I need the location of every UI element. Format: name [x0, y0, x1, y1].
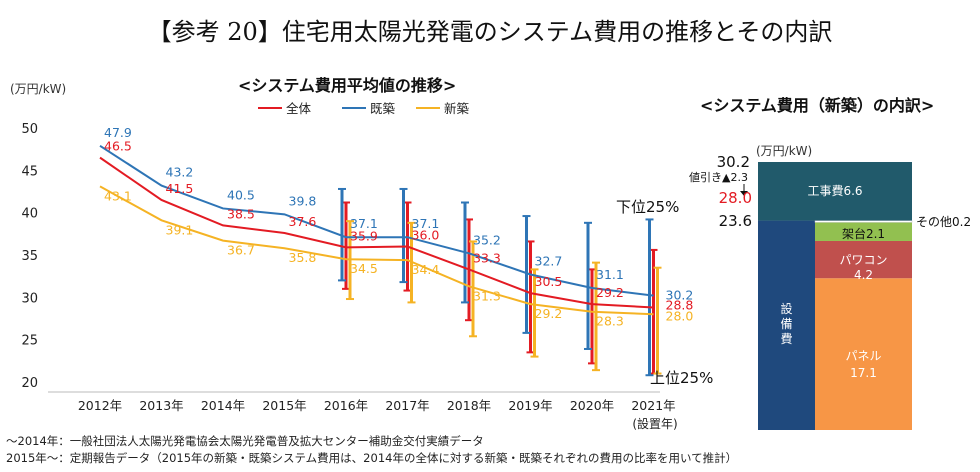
y-tick-label: 30: [21, 291, 38, 306]
series-line: [99, 185, 654, 316]
discount-label: 値引き▲2.3: [689, 170, 748, 184]
y-tick-label: 45: [21, 164, 38, 179]
data-label: 34.4: [412, 262, 440, 277]
x-tick-label: 2021年: [631, 398, 675, 413]
total-value-label: 30.2: [717, 153, 750, 171]
series-line: [99, 156, 654, 309]
data-label: 41.5: [166, 181, 194, 196]
x-tick-label: 2015年: [262, 398, 306, 413]
data-label: 29.2: [596, 285, 624, 300]
data-label: 36.0: [412, 228, 440, 243]
left-chart-title: <システム費用平均値の推移>: [238, 76, 457, 95]
series-line: [99, 144, 654, 297]
data-label: 31.1: [596, 267, 624, 282]
pawakon-segment: [815, 240, 912, 279]
data-label: 34.5: [350, 261, 378, 276]
setsubihi-label: 備: [780, 316, 792, 331]
left-chart-unit: (万円/kW): [10, 82, 67, 96]
data-label: 29.2: [535, 306, 563, 321]
data-label: 39.8: [289, 193, 317, 208]
y-tick-label: 25: [21, 334, 38, 349]
y-tick-label: 35: [21, 249, 38, 264]
net-total-label: 28.0: [719, 189, 752, 207]
panel-value: 17.1: [850, 366, 877, 380]
legend-label: 新築: [444, 101, 470, 116]
upper-quartile-label: 上位25%: [650, 369, 713, 387]
y-tick-label: 40: [21, 207, 38, 222]
setsubihi-segment: [758, 220, 815, 430]
kadai-segment: [815, 222, 912, 241]
x-axis-label: (設置年): [632, 416, 677, 431]
data-label: 47.9: [104, 125, 132, 140]
right-chart-unit: (万円/kW): [756, 144, 813, 158]
x-tick-label: 2012年: [78, 398, 122, 413]
data-label: 43.1: [104, 188, 132, 203]
data-label: 28.8: [666, 297, 694, 312]
data-label: 28.0: [666, 308, 694, 323]
y-tick-label: 20: [21, 376, 38, 391]
data-label: 39.1: [166, 222, 194, 237]
data-label: 32.7: [535, 253, 563, 268]
data-label: 31.3: [473, 288, 501, 303]
page-title: 【参考 20】住宅用太陽光発電のシステム費用の推移とその内訳: [147, 18, 833, 46]
kadai-label: 架台2.1: [842, 226, 885, 241]
data-label: 37.6: [289, 214, 317, 229]
legend-label: 全体: [286, 101, 312, 116]
x-tick-label: 2019年: [508, 398, 552, 413]
y-tick-label: 50: [21, 122, 38, 137]
data-label: 35.2: [473, 232, 501, 247]
footnote-source-2014: ～2014年：一般社団法人太陽光発電協会太陽光発電普及拡大センター補助金交付実績…: [6, 434, 484, 448]
data-label: 38.5: [227, 206, 255, 221]
footnote-source-2015: 2015年～：定期報告データ（2015年の新築・既築システム費用は、2014年の…: [6, 451, 738, 465]
koujihi-label: 工事費6.6: [807, 183, 862, 198]
x-tick-label: 2014年: [201, 398, 245, 413]
setsubihi-label: 費: [780, 331, 792, 346]
data-label: 30.2: [666, 288, 694, 303]
data-label: 36.7: [227, 243, 255, 258]
pawakon-label: パワコン: [839, 253, 887, 267]
x-tick-label: 2016年: [324, 398, 368, 413]
x-tick-label: 2013年: [139, 398, 183, 413]
data-label: 35.9: [350, 228, 378, 243]
data-label: 37.1: [350, 216, 378, 231]
data-label: 30.5: [535, 274, 563, 289]
panel-label: パネル: [845, 349, 881, 363]
data-label: 46.5: [104, 139, 132, 154]
subtotal-label: 23.6: [719, 212, 752, 230]
data-label: 37.1: [412, 216, 440, 231]
arrow-head-icon: [740, 191, 748, 196]
data-label: 43.2: [166, 165, 194, 180]
x-tick-label: 2020年: [570, 398, 614, 413]
data-label: 40.5: [227, 187, 255, 202]
data-label: 28.3: [596, 314, 624, 329]
koujihi-segment: [758, 162, 912, 221]
setsubihi-label: 設: [780, 301, 792, 316]
x-tick-label: 2017年: [385, 398, 429, 413]
right-chart-title: <システム費用（新築）の内訳>: [700, 96, 935, 115]
data-label: 35.8: [289, 250, 317, 265]
x-tick-label: 2018年: [447, 398, 491, 413]
sonota-label: その他0.2: [916, 215, 971, 229]
legend-label: 既築: [370, 101, 396, 116]
panel-segment: [815, 278, 912, 430]
pawakon-value: 4.2: [854, 268, 873, 282]
data-label: 33.3: [473, 250, 501, 265]
lower-quartile-label: 下位25%: [616, 198, 679, 216]
sonota-segment: [814, 220, 913, 223]
